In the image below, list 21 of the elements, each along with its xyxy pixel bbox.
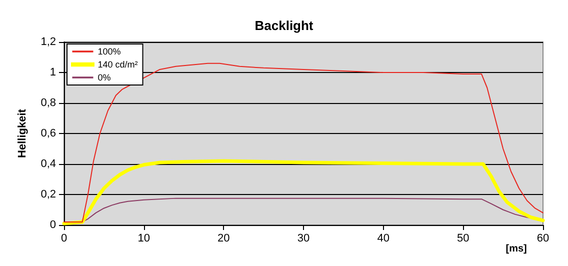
y-tick-label: 0,8	[40, 97, 56, 109]
x-tick-label: 40	[377, 232, 390, 244]
x-tick-label: 50	[457, 232, 470, 244]
y-tick-label: 0,2	[40, 188, 56, 200]
y-axis-title: Helligkeit	[16, 108, 28, 158]
x-axis-title: [ms]	[506, 244, 527, 254]
x-tick-label: 30	[297, 232, 310, 244]
y-tick-label: 0,4	[40, 158, 56, 170]
line-series	[62, 159, 545, 226]
y-tick-label: 1,2	[40, 36, 56, 48]
chart-title: Backlight	[254, 18, 314, 33]
x-tick-label: 10	[138, 232, 150, 244]
y-tick-label: 0	[50, 219, 56, 231]
x-tick-label: 60	[536, 232, 550, 244]
y-tick-label: 0,6	[40, 128, 56, 140]
legend-label: 140 cd/m²	[98, 60, 138, 70]
y-tick-label: 1	[50, 66, 56, 78]
legend-label: 0%	[98, 72, 111, 82]
legend-label: 100%	[98, 46, 121, 56]
x-tick-label: 20	[218, 232, 230, 244]
x-tick-label: 0	[60, 232, 68, 244]
